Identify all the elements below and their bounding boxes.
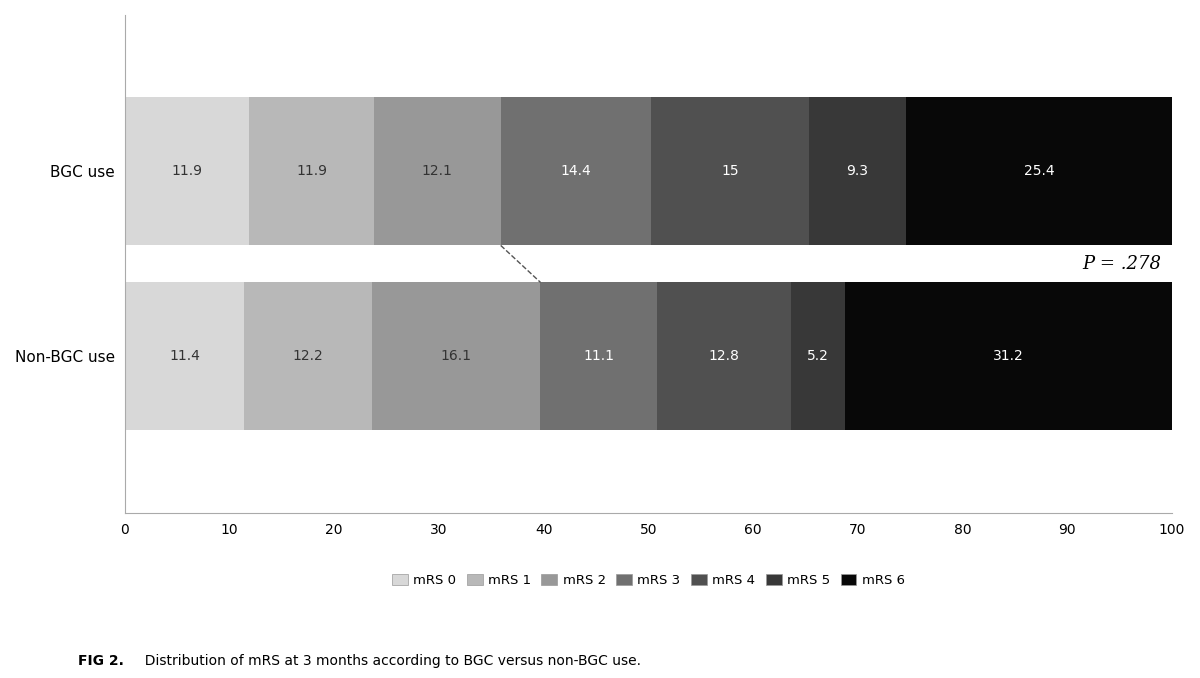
Bar (845, 283, 1172, 431)
Text: 12.1: 12.1 (422, 165, 452, 178)
Bar (372, 283, 540, 431)
Text: 14.4: 14.4 (560, 165, 592, 178)
Text: 31.2: 31.2 (994, 349, 1024, 363)
Bar (500, 98, 652, 245)
Text: 11.4: 11.4 (169, 349, 200, 363)
Text: Distribution of mRS at 3 months according to BGC versus non-BGC use.: Distribution of mRS at 3 months accordin… (136, 654, 641, 668)
Bar (809, 98, 906, 245)
Text: FIG 2.: FIG 2. (78, 654, 124, 668)
Bar (791, 283, 845, 431)
Bar (374, 98, 500, 245)
Text: P = .278: P = .278 (1082, 255, 1162, 273)
Legend: mRS 0, mRS 1, mRS 2, mRS 3, mRS 4, mRS 5, mRS 6: mRS 0, mRS 1, mRS 2, mRS 3, mRS 4, mRS 5… (386, 570, 910, 593)
Text: 5.2: 5.2 (808, 349, 829, 363)
Text: 16.1: 16.1 (440, 349, 472, 363)
Text: 11.9: 11.9 (296, 165, 328, 178)
Bar (906, 98, 1172, 245)
Bar (125, 283, 245, 431)
Bar (540, 283, 656, 431)
Bar (656, 283, 791, 431)
Text: 12.2: 12.2 (293, 349, 324, 363)
Text: 15: 15 (721, 165, 739, 178)
Bar (250, 98, 374, 245)
Text: 11.9: 11.9 (172, 165, 203, 178)
Bar (125, 98, 250, 245)
Text: 25.4: 25.4 (1024, 165, 1054, 178)
Text: 12.8: 12.8 (708, 349, 739, 363)
Bar (245, 283, 372, 431)
Bar (652, 98, 809, 245)
Text: 11.1: 11.1 (583, 349, 614, 363)
Text: 9.3: 9.3 (846, 165, 868, 178)
